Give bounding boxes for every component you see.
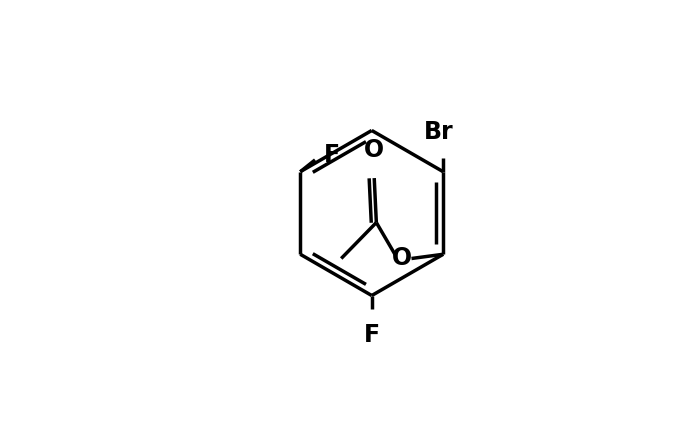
Text: F: F	[324, 143, 340, 167]
Text: O: O	[392, 247, 412, 271]
Text: Br: Br	[424, 120, 454, 144]
Text: F: F	[364, 323, 380, 347]
Text: O: O	[364, 138, 384, 162]
